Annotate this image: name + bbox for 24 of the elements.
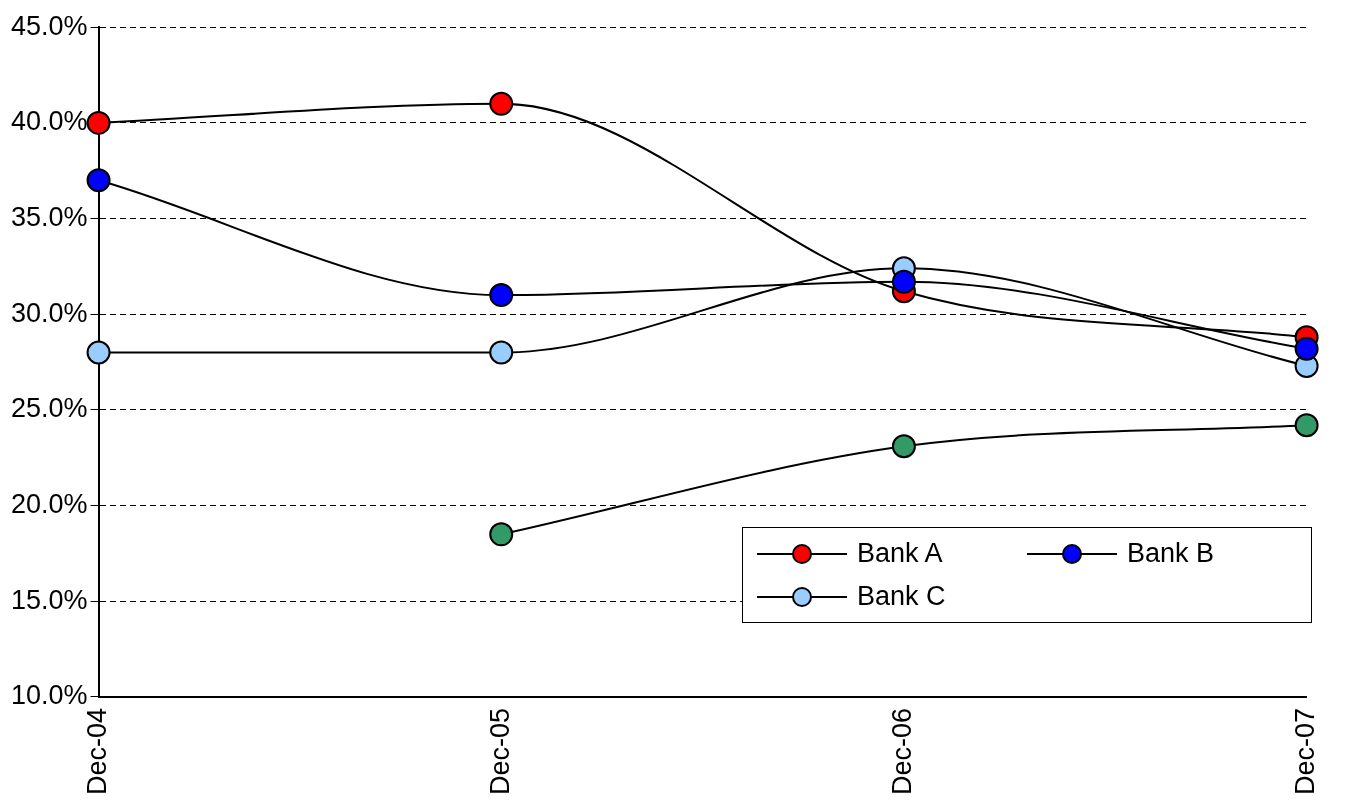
y-tick-label: 15.0% [10,584,88,615]
y-tick-label: 30.0% [10,297,88,328]
x-tick-label: Dec-06 [887,707,918,796]
point [86,340,111,365]
point [489,91,514,116]
point [86,168,111,193]
legend-label: Bank B [1127,538,1215,569]
y-tick-label: 45.0% [10,10,88,41]
point [891,269,916,294]
legend-label: Bank A [857,538,943,569]
x-tick-label: Dec-05 [484,707,515,796]
point [489,340,514,365]
point [1294,413,1319,438]
point [1294,336,1319,361]
x-tick-label: Dec-07 [1290,707,1321,796]
y-tick-label: 35.0% [10,202,88,233]
point [489,522,514,547]
y-tick-label: 25.0% [10,393,88,424]
legend-label: Bank C [857,581,946,612]
point [489,283,514,308]
point [891,434,916,459]
y-tick-label: 20.0% [10,489,88,520]
y-tick-label: 40.0% [10,106,88,137]
point [86,110,111,135]
